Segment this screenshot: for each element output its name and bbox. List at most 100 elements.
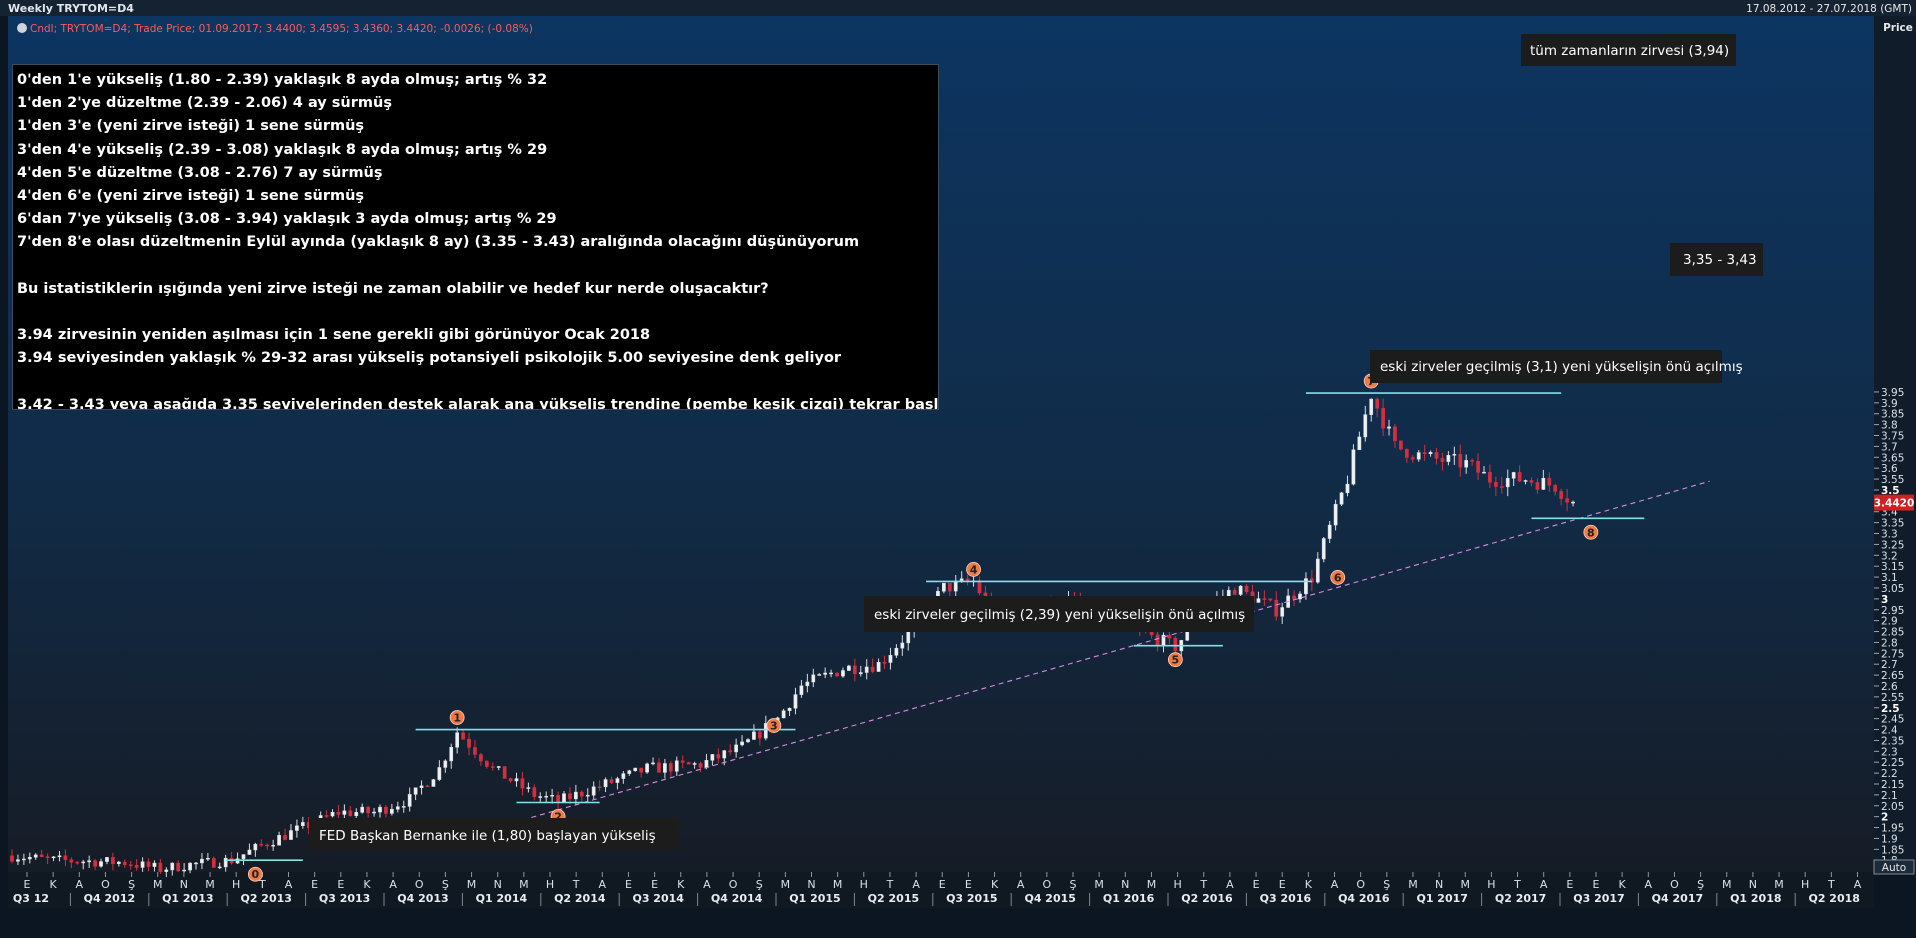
candle xyxy=(265,843,270,850)
x-quarter-label: Q1 2015 xyxy=(789,892,840,905)
candle xyxy=(277,831,281,846)
candle xyxy=(1476,453,1480,481)
candle xyxy=(1345,475,1350,497)
analysis-notes-panel: 0'den 1'e yükseliş (1.80 - 2.39) yaklaşı… xyxy=(12,64,939,410)
candle xyxy=(888,647,893,670)
candle xyxy=(93,858,97,871)
x-month-label: M xyxy=(1408,878,1418,891)
note-line xyxy=(17,301,934,324)
x-month-label: A xyxy=(285,878,293,891)
candle xyxy=(716,748,721,764)
annotation-range-text: 3,35 - 3,43 xyxy=(1683,252,1757,268)
candle xyxy=(484,760,489,769)
candle xyxy=(686,761,691,765)
candle xyxy=(1327,520,1332,544)
candle xyxy=(1315,552,1320,584)
x-quarter-label: Q4 2016 xyxy=(1338,892,1390,905)
candle xyxy=(51,856,56,862)
wave-marker-label: 8 xyxy=(1587,526,1595,539)
x-month-label: A xyxy=(389,878,397,891)
x-month-label: E xyxy=(1253,878,1260,891)
y-tick-label: 3.3 xyxy=(1881,529,1898,541)
candle xyxy=(829,669,833,678)
candle xyxy=(300,816,305,829)
candle xyxy=(437,760,442,782)
candle xyxy=(10,849,14,864)
price-axis[interactable] xyxy=(1874,16,1916,872)
candle xyxy=(461,729,465,740)
auto-button[interactable]: Auto xyxy=(1873,859,1915,875)
y-tick-label: 2.65 xyxy=(1881,670,1904,682)
candle xyxy=(449,743,454,769)
candle xyxy=(1422,444,1427,461)
candle xyxy=(1446,451,1451,466)
candle xyxy=(514,772,519,787)
candle xyxy=(668,760,673,777)
candle xyxy=(1571,500,1575,507)
candle xyxy=(1167,630,1172,644)
x-month-label: M xyxy=(1722,878,1732,891)
x-month-label: M xyxy=(781,878,791,891)
y-tick-label: 3.95 xyxy=(1881,387,1904,399)
x-month-label: Ş xyxy=(128,878,135,891)
candle xyxy=(395,801,400,813)
x-month-label: A xyxy=(1017,878,1025,891)
x-month-label: E xyxy=(625,878,632,891)
candle xyxy=(781,708,786,719)
candle xyxy=(390,803,394,816)
candle xyxy=(864,659,869,680)
candle xyxy=(413,787,418,801)
candle xyxy=(134,859,139,871)
y-tick-label: 2.85 xyxy=(1881,627,1904,639)
candle xyxy=(330,809,335,818)
candle xyxy=(324,810,329,819)
x-month-label: E xyxy=(965,878,972,891)
note-line: 4'den 6'e (yeni zirve isteği) 1 sene sür… xyxy=(17,187,365,204)
candle xyxy=(45,853,50,865)
candle xyxy=(188,862,192,874)
candle xyxy=(847,664,851,671)
time-axis[interactable] xyxy=(8,872,1874,908)
candle xyxy=(823,667,828,679)
candle xyxy=(1292,590,1296,606)
candle xyxy=(1274,591,1279,621)
candle xyxy=(1375,397,1380,418)
auto-label[interactable]: Auto xyxy=(1882,862,1906,874)
candle xyxy=(1357,431,1362,451)
candle xyxy=(591,781,596,800)
note-line: 3.94 seviyesinden yaklaşık % 29-32 arası… xyxy=(17,350,842,367)
candle xyxy=(1464,454,1469,474)
y-tick-label: 2.9 xyxy=(1881,616,1898,628)
x-quarter-label: Q3 2015 xyxy=(946,892,997,905)
x-month-label: T xyxy=(258,878,266,891)
note-line: 1'den 3'e (yeni zirve isteği) 1 sene sür… xyxy=(17,118,365,135)
candle xyxy=(627,769,632,776)
y-tick-label: 3.05 xyxy=(1881,583,1904,595)
candle xyxy=(176,860,181,872)
candle xyxy=(253,842,258,857)
x-month-label: O xyxy=(729,878,738,891)
x-month-label: A xyxy=(1226,878,1234,891)
x-month-label: K xyxy=(991,878,999,891)
x-quarter-label: Q3 2017 xyxy=(1573,892,1624,905)
candle xyxy=(75,861,80,865)
candle xyxy=(1333,499,1338,531)
x-month-label: M xyxy=(1094,878,1104,891)
y-tick-label: 3.7 xyxy=(1881,441,1898,453)
header-bar xyxy=(0,0,1916,16)
wave-marker-3: 3 xyxy=(766,718,782,733)
candle xyxy=(33,853,38,860)
x-month-label: N xyxy=(1435,878,1443,891)
candle xyxy=(657,757,661,773)
x-quarter-label: Q3 12 xyxy=(13,892,49,905)
y-tick-label: 3.25 xyxy=(1881,539,1904,551)
note-line: 0'den 1'e yükseliş (1.80 - 2.39) yaklaşı… xyxy=(17,72,548,88)
x-month-label: H xyxy=(232,878,240,891)
candle xyxy=(597,780,602,792)
candle xyxy=(1410,455,1415,463)
x-month-label: T xyxy=(572,878,580,891)
candle xyxy=(1440,452,1445,471)
candle xyxy=(947,582,952,597)
candle xyxy=(1321,537,1326,563)
